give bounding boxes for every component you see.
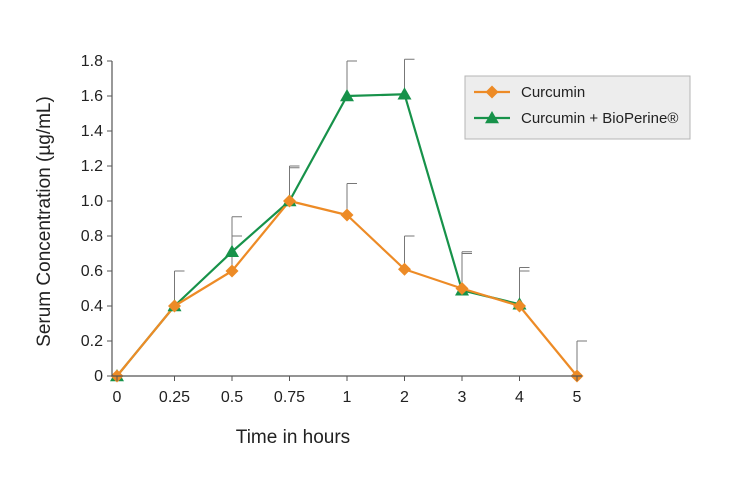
x-tick-label: 0.5 [221, 389, 243, 406]
y-tick-label: 1.6 [81, 88, 103, 105]
x-axis-title: Time in hours [236, 427, 350, 448]
legend-label-curcumin-bioperine: Curcumin + BioPerine® [521, 110, 678, 127]
x-tick-label: 4 [515, 389, 524, 406]
legend: Curcumin Curcumin + BioPerine® [464, 75, 691, 140]
curcumin-data-point [398, 262, 411, 276]
curcumin-data-point [168, 299, 181, 313]
y-tick-label: 0.2 [81, 333, 103, 350]
y-tick-label: 0.6 [81, 263, 103, 280]
y-axis-title: Serum Concentration (µg/mL) [34, 96, 55, 347]
y-tick-label: 0 [94, 368, 103, 385]
y-tick-label: 1.4 [81, 123, 103, 140]
curcumin-bioperine-data-point [225, 244, 239, 257]
x-tick-label: 2 [400, 389, 409, 406]
tick-labels: 0 0.2 0.4 0.6 0.8 1.0 1.2 1.4 1.6 1.8 0 0.25 0.5 0.75… [81, 53, 582, 406]
axes [107, 60, 582, 381]
curcumin-data-point [225, 264, 239, 278]
legend-label-curcumin: Curcumin [521, 84, 585, 101]
legend-marker-curcumin-bioperine [485, 111, 499, 124]
x-tick-label: 1 [343, 389, 352, 406]
curcumin-series-line [116, 199, 578, 377]
y-tick-label: 1.8 [81, 53, 103, 70]
curcumin-bioperine-series-line [116, 93, 520, 377]
x-tick-label: 0.75 [274, 389, 305, 406]
series-markers [110, 87, 584, 383]
curcumin-bioperine-data-point [340, 89, 354, 102]
curcumin-data-point [340, 208, 354, 222]
x-tick-label: 0.25 [159, 389, 190, 406]
legend-box [464, 75, 691, 140]
curcumin-data-point [455, 282, 469, 295]
y-tick-label: 0.4 [81, 298, 103, 315]
y-tick-label: 1.0 [81, 193, 103, 210]
curcumin-data-point [513, 299, 526, 313]
y-tick-label: 1.2 [81, 158, 103, 175]
x-tick-label: 5 [573, 389, 582, 406]
x-tick-label: 3 [458, 389, 467, 406]
x-tick-label: 0 [113, 389, 122, 406]
y-tick-label: 0.8 [81, 228, 103, 245]
curcumin-data-point [283, 194, 296, 208]
legend-marker-curcumin [485, 85, 499, 99]
curcumin-bioperine-data-point [397, 87, 412, 100]
